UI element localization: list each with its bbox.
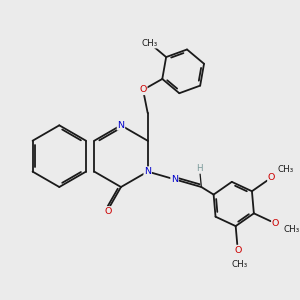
Text: O: O: [234, 246, 242, 255]
Text: O: O: [272, 219, 279, 228]
Text: N: N: [118, 121, 124, 130]
Text: CH₃: CH₃: [283, 225, 299, 234]
Text: N: N: [144, 167, 151, 176]
Text: CH₃: CH₃: [142, 39, 158, 48]
Text: O: O: [140, 85, 147, 94]
Text: H: H: [196, 164, 203, 173]
Text: CH₃: CH₃: [231, 260, 248, 269]
Text: CH₃: CH₃: [278, 165, 294, 174]
Text: N: N: [171, 175, 178, 184]
Text: O: O: [268, 173, 275, 182]
Text: O: O: [104, 207, 112, 216]
